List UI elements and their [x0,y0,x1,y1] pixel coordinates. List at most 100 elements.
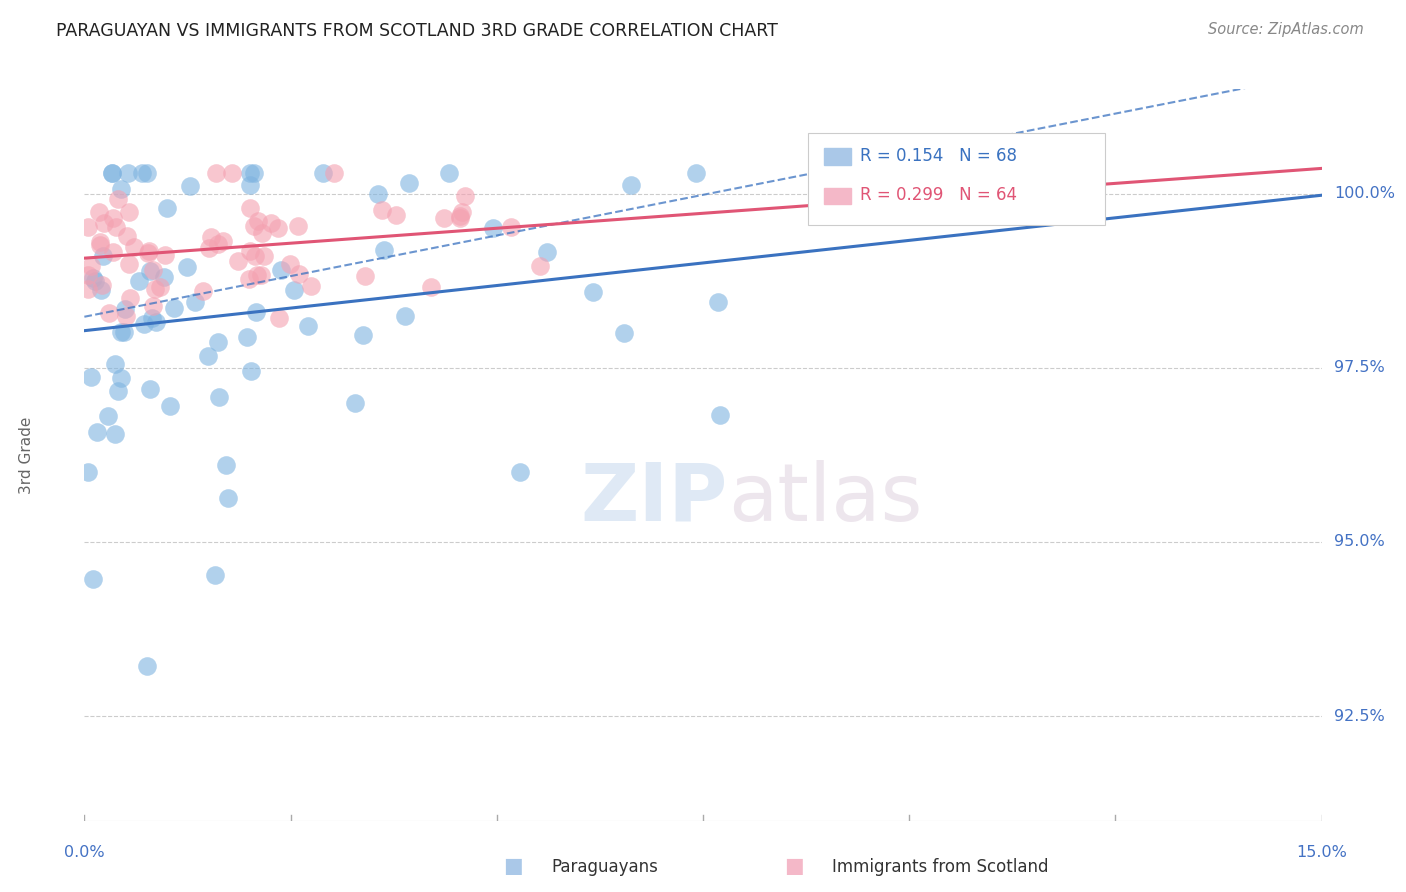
Point [312,166,335,180]
Point [394,310,416,324]
Point [118,256,141,270]
Point [138,244,160,258]
Point [131,166,153,180]
Text: Source: ZipAtlas.com: Source: ZipAtlas.com [1208,22,1364,37]
Point [87,205,110,219]
Point [240,364,263,378]
Point [104,220,127,235]
Point [118,205,141,219]
Point [139,264,162,278]
Point [299,279,322,293]
Text: ZIP: ZIP [581,459,728,538]
Point [246,268,269,282]
Point [176,260,198,274]
Point [239,178,262,192]
Point [236,330,259,344]
Point [184,295,207,310]
Point [297,319,319,334]
Point [159,399,181,413]
Point [204,166,226,180]
Point [371,202,394,217]
Point [153,270,176,285]
Point [139,382,162,396]
Text: R = 0.154   N = 68: R = 0.154 N = 68 [860,147,1017,165]
Text: Paraguayans: Paraguayans [551,858,658,876]
Point [449,209,471,223]
Point [103,211,125,226]
Point [267,221,290,235]
Point [153,248,176,262]
Point [118,291,141,305]
Point [499,219,522,234]
Point [136,659,159,673]
Point [77,220,100,235]
Point [82,270,104,285]
Point [283,283,305,297]
Point [278,257,301,271]
Point [101,166,124,180]
Point [685,166,707,180]
Point [243,166,266,180]
Point [163,301,186,316]
Point [77,282,100,296]
Point [253,249,276,263]
Text: ■: ■ [503,856,523,876]
Point [100,166,122,180]
Point [449,211,471,225]
Point [353,268,375,283]
Point [207,236,229,251]
Point [156,201,179,215]
Point [529,259,551,273]
Point [91,278,114,293]
Point [103,244,125,259]
Text: 100.0%: 100.0% [1334,186,1395,202]
Point [136,245,159,260]
Point [482,220,505,235]
Point [97,409,120,424]
Text: 95.0%: 95.0% [1334,534,1385,549]
Point [115,228,138,243]
Point [226,253,249,268]
Point [135,166,157,180]
Point [239,201,262,215]
Point [197,349,219,363]
Point [620,178,643,193]
Point [80,259,103,273]
Point [419,279,441,293]
Point [439,166,461,180]
Text: 3rd Grade: 3rd Grade [20,417,34,493]
Point [707,294,730,309]
Point [239,166,262,180]
Text: 92.5%: 92.5% [1334,708,1385,723]
Point [204,567,226,582]
Point [267,311,290,326]
Point [208,390,231,404]
Point [77,465,100,479]
Point [191,285,214,299]
Text: Immigrants from Scotland: Immigrants from Scotland [832,858,1049,876]
Point [89,238,111,252]
FancyBboxPatch shape [808,133,1105,225]
Text: 15.0%: 15.0% [1296,845,1347,860]
Point [104,426,127,441]
Point [217,491,239,505]
Point [179,179,201,194]
Point [398,176,420,190]
Point [142,263,165,277]
Point [145,315,167,329]
Point [709,408,731,422]
Point [104,357,127,371]
Point [433,211,456,226]
Point [352,328,374,343]
Point [221,166,243,180]
Point [243,219,266,233]
Point [84,274,107,288]
Point [90,283,112,297]
Point [245,305,267,319]
Text: PARAGUAYAN VS IMMIGRANTS FROM SCOTLAND 3RD GRADE CORRELATION CHART: PARAGUAYAN VS IMMIGRANTS FROM SCOTLAND 3… [56,22,778,40]
Point [198,241,221,255]
Point [91,249,114,263]
Point [110,182,132,196]
Point [149,279,172,293]
Text: R = 0.299   N = 64: R = 0.299 N = 64 [860,186,1017,204]
